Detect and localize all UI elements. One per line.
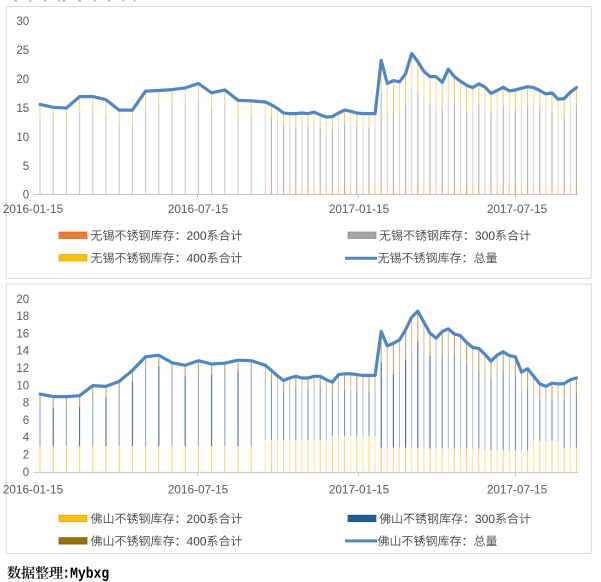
svg-text:2016-07-15: 2016-07-15 <box>168 483 229 497</box>
svg-text:2: 2 <box>23 450 29 462</box>
svg-text:0: 0 <box>23 190 29 202</box>
svg-text:14: 14 <box>16 346 29 358</box>
svg-text:2017-01-15: 2017-01-15 <box>329 483 390 497</box>
svg-text:30: 30 <box>16 16 29 28</box>
svg-text:10: 10 <box>16 132 29 144</box>
svg-text:2016-07-15: 2016-07-15 <box>168 202 229 216</box>
svg-text:2016-01-15: 2016-01-15 <box>3 483 64 497</box>
svg-text:18: 18 <box>16 311 29 323</box>
svg-text:2017-07-15: 2017-07-15 <box>487 202 548 216</box>
svg-text:4: 4 <box>23 432 30 444</box>
svg-text:20: 20 <box>16 294 29 306</box>
svg-text:15: 15 <box>16 103 29 115</box>
svg-text:2017-07-15: 2017-07-15 <box>487 483 548 497</box>
svg-text:5: 5 <box>23 161 29 173</box>
svg-text:16: 16 <box>16 328 29 340</box>
svg-text:6: 6 <box>23 415 29 427</box>
svg-text:2016-01-15: 2016-01-15 <box>3 202 64 216</box>
svg-text:25: 25 <box>16 45 29 57</box>
svg-text:8: 8 <box>23 398 29 410</box>
svg-text:2017-01-15: 2017-01-15 <box>329 202 390 216</box>
svg-text:12: 12 <box>16 363 29 375</box>
svg-text:0: 0 <box>23 467 29 479</box>
svg-text:20: 20 <box>16 74 29 86</box>
svg-text:10: 10 <box>16 380 29 392</box>
